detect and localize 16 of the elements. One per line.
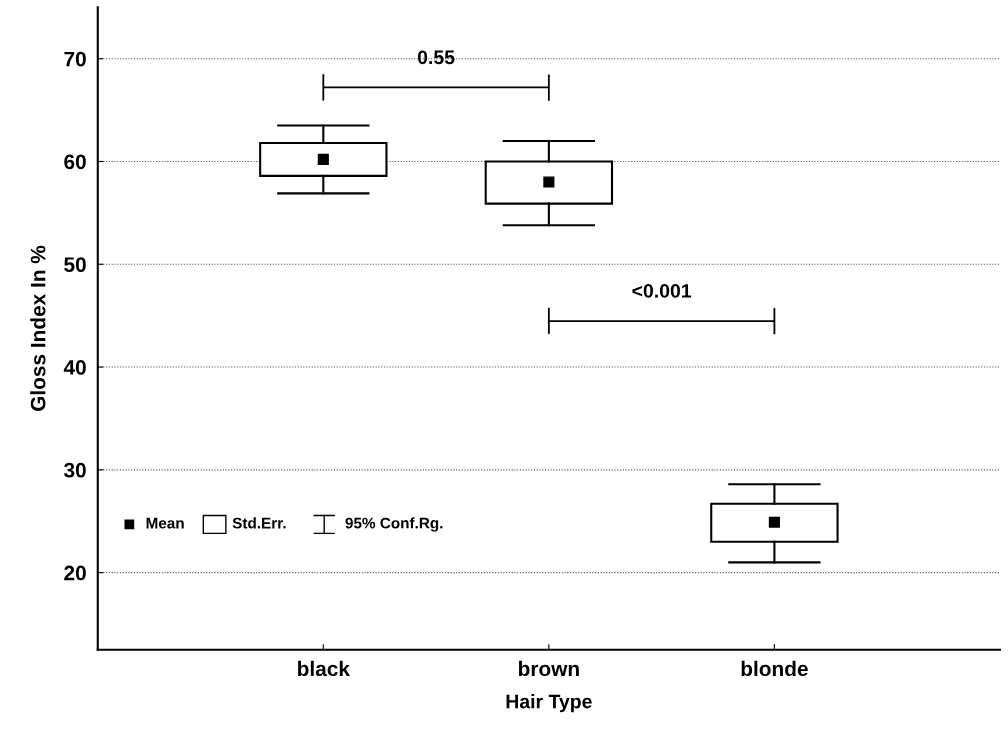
y-tick-label: 30 <box>63 462 86 478</box>
y-tick-label: 70 <box>64 51 86 67</box>
annotation: Mean <box>146 517 184 529</box>
y-tick-label: 50 <box>64 257 86 273</box>
annotation: 95% Conf.Rg. <box>345 517 443 532</box>
x-tick-label: black <box>298 660 350 677</box>
x-tick-label: blonde <box>741 660 808 677</box>
y-tick-label: 60 <box>64 154 86 170</box>
annotation: Std.Err. <box>232 517 286 529</box>
annotation: <0.001 <box>632 283 692 298</box>
y-tick-label: 40 <box>63 360 86 375</box>
y-axis-title: Gloss Index In % <box>30 245 46 411</box>
x-tick-label: brown <box>518 660 579 677</box>
x-axis-title: Hair Type <box>506 694 592 713</box>
y-tick-label: 20 <box>64 565 86 581</box>
annotation: 0.55 <box>417 50 455 65</box>
